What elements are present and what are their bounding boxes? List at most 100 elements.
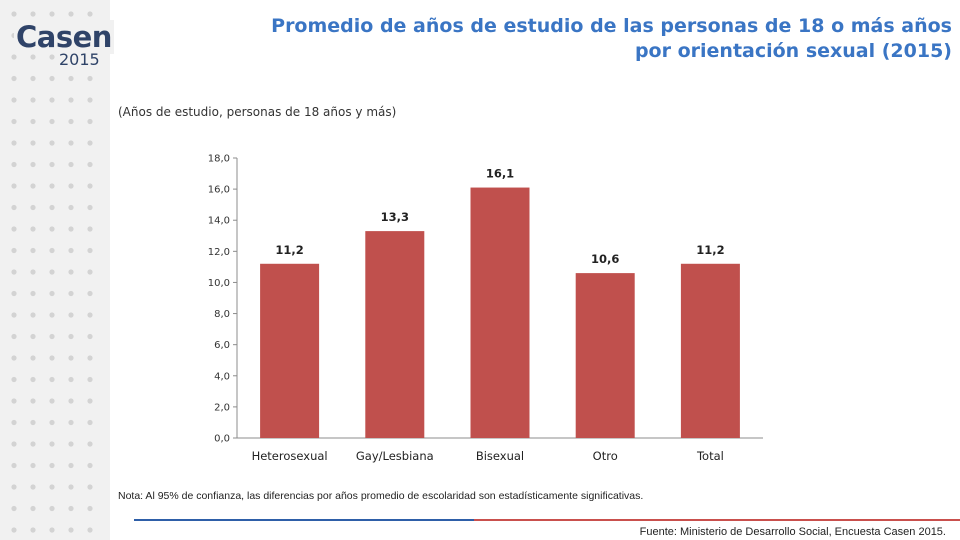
decorative-dot	[11, 290, 17, 297]
logo-wordmark: Casen	[14, 20, 114, 54]
page-title-line-2: por orientación sexual (2015)	[634, 40, 952, 62]
decorative-dot	[11, 75, 17, 82]
y-tick-label: 10,0	[208, 278, 230, 289]
decorative-dot	[30, 97, 36, 103]
decorative-dot	[87, 312, 93, 318]
decorative-dot	[30, 226, 36, 232]
decorative-dot	[87, 247, 93, 254]
y-tick-label: 16,0	[208, 185, 230, 196]
decorative-dot	[87, 226, 93, 232]
decorative-dot	[87, 355, 93, 361]
decorative-dot	[11, 11, 17, 17]
y-tick-label: 0,0	[214, 434, 230, 445]
decorative-dot	[30, 527, 36, 533]
decorative-dot	[30, 118, 36, 125]
bar-value-label: 13,3	[381, 210, 409, 224]
decorative-dot	[30, 54, 36, 60]
decorative-dot	[11, 118, 17, 125]
decorative-dot	[30, 333, 36, 340]
x-category-label: Heterosexual	[252, 449, 328, 463]
decorative-dot	[49, 484, 55, 490]
bar-value-label: 11,2	[696, 243, 724, 257]
decorative-dot	[30, 140, 36, 146]
decorative-dot	[49, 11, 55, 17]
decorative-dot	[49, 269, 55, 275]
decorative-dot	[49, 54, 55, 60]
decorative-dot	[49, 204, 55, 211]
decorative-dot	[30, 204, 36, 211]
decorative-dot	[68, 419, 74, 426]
x-category-label: Gay/Lesbiana	[356, 449, 434, 463]
decorative-dot	[11, 398, 17, 404]
bar-value-label: 16,1	[486, 167, 514, 181]
decorative-dot	[11, 333, 17, 340]
bar-gay-lesbiana	[365, 231, 425, 438]
decorative-dot	[68, 75, 74, 82]
decorative-dot	[11, 54, 17, 60]
y-tick-label: 18,0	[208, 154, 230, 165]
decorative-dot	[30, 484, 36, 490]
decorative-dot	[68, 398, 74, 404]
decorative-dot	[30, 419, 36, 426]
decorative-dot	[68, 97, 74, 103]
y-tick-label: 2,0	[214, 402, 230, 413]
decorative-dot	[68, 269, 74, 275]
decorative-dot	[87, 140, 93, 146]
decorative-dot	[30, 290, 36, 297]
decorative-dot	[49, 419, 55, 426]
decorative-dot	[87, 97, 93, 103]
decorative-dot	[68, 312, 74, 318]
decorative-dot	[87, 269, 93, 275]
decorative-dot	[30, 11, 36, 17]
decorative-dot	[68, 140, 74, 146]
decorative-dot	[49, 118, 55, 125]
decorative-dot	[11, 183, 17, 189]
bar-value-label: 11,2	[275, 243, 303, 257]
decorative-dot	[68, 355, 74, 361]
decorative-dot	[87, 204, 93, 211]
decorative-dot	[87, 505, 93, 512]
decorative-dot	[87, 11, 93, 17]
decorative-dot	[68, 290, 74, 297]
decorative-dot	[11, 505, 17, 512]
decorative-dot	[30, 505, 36, 512]
decorative-dot	[49, 312, 55, 318]
decorative-dot	[68, 484, 74, 490]
decorative-dot	[49, 355, 55, 361]
page-title: Promedio de años de estudio de las perso…	[152, 14, 952, 64]
decorative-dot	[11, 226, 17, 232]
decorative-dot	[68, 183, 74, 189]
footer-rule-blue	[134, 519, 474, 521]
decorative-dot	[87, 118, 93, 125]
decorative-dot	[68, 161, 74, 168]
decorative-dot	[87, 527, 93, 533]
decorative-dot	[87, 484, 93, 490]
decorative-dot	[49, 527, 55, 533]
decorative-dot	[49, 226, 55, 232]
decorative-dot	[87, 333, 93, 340]
decorative-dot	[87, 376, 93, 383]
decorative-dot	[49, 161, 55, 168]
decorative-dot	[30, 269, 36, 275]
decorative-dot	[11, 527, 17, 533]
decorative-dot	[11, 462, 17, 469]
decorative-dot	[11, 376, 17, 383]
decorative-dot	[68, 462, 74, 469]
decorative-dot	[87, 290, 93, 297]
y-tick-label: 4,0	[214, 371, 230, 382]
dot-pattern	[11, 11, 93, 533]
decorative-dot	[87, 161, 93, 168]
decorative-dot	[68, 527, 74, 533]
decorative-dot	[87, 419, 93, 426]
bar-chart: 0,0 2,0 4,0 6,0 8,0 10,0 12,0 14,0 16,0 18,0 11,2 H…	[208, 154, 763, 463]
decorative-dot	[11, 161, 17, 168]
decorative-dot	[11, 97, 17, 103]
decorative-dot	[87, 462, 93, 469]
decorative-dot	[11, 312, 17, 318]
bar-total	[680, 263, 740, 438]
decorative-dot	[68, 333, 74, 340]
decorative-dot	[87, 441, 93, 447]
decorative-dot	[68, 505, 74, 512]
bar-bisexual	[470, 187, 530, 438]
decorative-dot	[49, 462, 55, 469]
